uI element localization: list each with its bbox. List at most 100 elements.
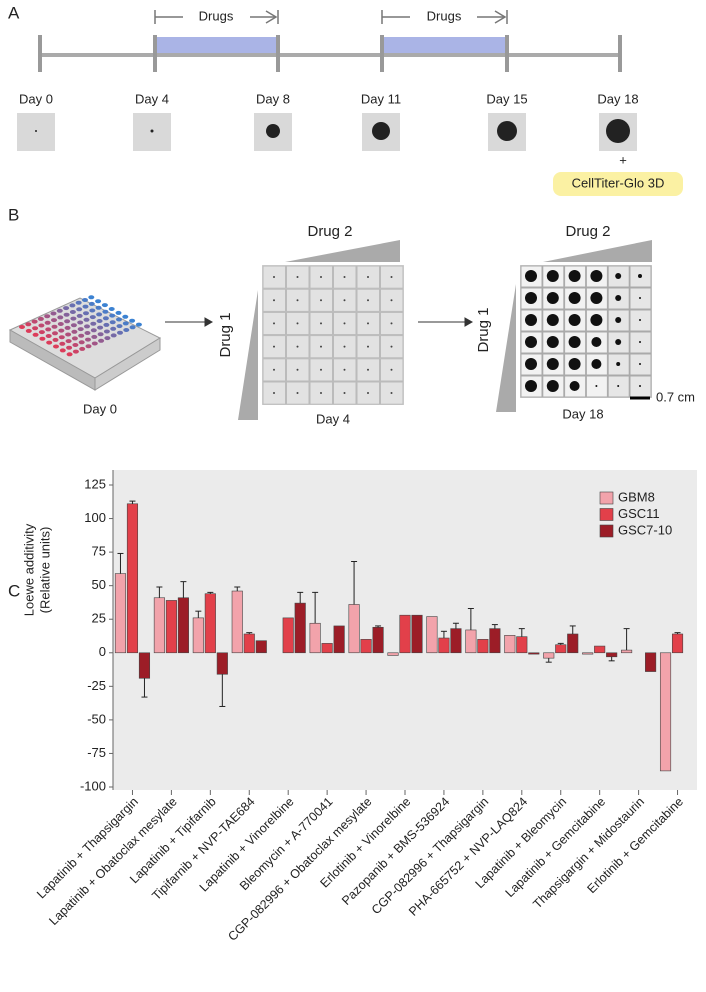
bar (153, 597, 165, 654)
well (82, 304, 89, 309)
well (95, 305, 102, 310)
spheroid (296, 276, 299, 278)
well (88, 301, 95, 306)
well (38, 323, 45, 328)
error-bar (452, 622, 459, 629)
well (58, 335, 65, 340)
bar (555, 644, 567, 654)
bar (621, 649, 633, 654)
well (37, 316, 44, 321)
spheroid (615, 339, 622, 345)
well (85, 344, 92, 349)
spheroid (617, 385, 620, 387)
spheroid (525, 270, 537, 282)
error-bar (219, 674, 226, 707)
panel-label: C (8, 581, 20, 600)
assay-label: CellTiter-Glo 3D (572, 175, 665, 190)
well (102, 309, 109, 314)
well (109, 313, 116, 318)
y-tick-label: -50 (87, 711, 106, 726)
well (44, 320, 51, 325)
spheroid (497, 121, 517, 141)
spheroid (546, 380, 559, 392)
legend-swatch (599, 491, 614, 505)
well (44, 314, 51, 319)
error-bar (117, 552, 124, 574)
well (98, 338, 105, 343)
spheroid (525, 336, 537, 348)
well (122, 314, 129, 319)
drug-window (155, 37, 278, 55)
well (89, 308, 96, 313)
well (52, 337, 59, 342)
day-label: Day 4 (316, 411, 350, 426)
well (84, 324, 90, 329)
drug-axis-label: Drug 1 (217, 312, 234, 357)
bar (372, 626, 384, 654)
well (96, 319, 103, 323)
spheroid (546, 336, 559, 348)
well (38, 330, 45, 335)
well (72, 343, 79, 347)
well (102, 316, 109, 321)
gradient-triangle (238, 290, 258, 420)
bar (594, 645, 606, 654)
error-bar (375, 625, 382, 628)
day-label: Day 18 (597, 91, 638, 106)
y-axis-label: (Relative units) (37, 527, 52, 614)
spheroid (525, 358, 537, 370)
day-label: Day 15 (486, 91, 527, 106)
well (122, 321, 129, 326)
well (53, 344, 59, 349)
error-bar (608, 656, 615, 662)
well (96, 312, 103, 317)
y-tick-label: 0 (99, 644, 106, 659)
well (64, 319, 71, 324)
well (46, 340, 53, 345)
well (82, 298, 88, 302)
well (66, 345, 73, 350)
x-tick-label: CGP-082996 + Obatoclax mesylate (225, 795, 374, 944)
well (85, 337, 91, 342)
day-label: Day 11 (361, 91, 401, 106)
spheroid (367, 345, 369, 348)
well (129, 318, 136, 323)
error-bar (518, 628, 525, 637)
well (123, 328, 130, 332)
bar (321, 643, 333, 654)
bar (231, 590, 243, 654)
spheroid (367, 276, 369, 278)
well (103, 329, 110, 334)
scale-label: 0.7 cm (656, 389, 695, 404)
well (89, 315, 96, 320)
well (32, 326, 39, 331)
well (63, 306, 70, 311)
y-tick-label: 75 (92, 544, 106, 559)
well (72, 349, 79, 354)
spheroid (343, 322, 346, 325)
assay-highlight (553, 172, 683, 196)
well (64, 325, 71, 330)
well (103, 322, 110, 327)
spheroid (568, 336, 581, 348)
bar (504, 635, 516, 654)
well (97, 332, 104, 337)
spheroid (367, 368, 369, 371)
bar (606, 652, 618, 658)
spheroid (568, 314, 581, 326)
spheroid (591, 337, 602, 347)
well (77, 327, 84, 332)
spheroid (150, 129, 154, 133)
spheroid (590, 314, 603, 326)
spheroid (296, 322, 299, 325)
day-label: Day 0 (19, 91, 53, 106)
well (65, 332, 72, 337)
bar (333, 625, 345, 654)
well (83, 311, 89, 316)
well (110, 333, 117, 338)
spheroid (595, 385, 598, 387)
well (57, 322, 64, 326)
y-tick-label: 125 (84, 476, 106, 491)
well (31, 319, 38, 324)
day-label: Day 8 (256, 91, 290, 106)
